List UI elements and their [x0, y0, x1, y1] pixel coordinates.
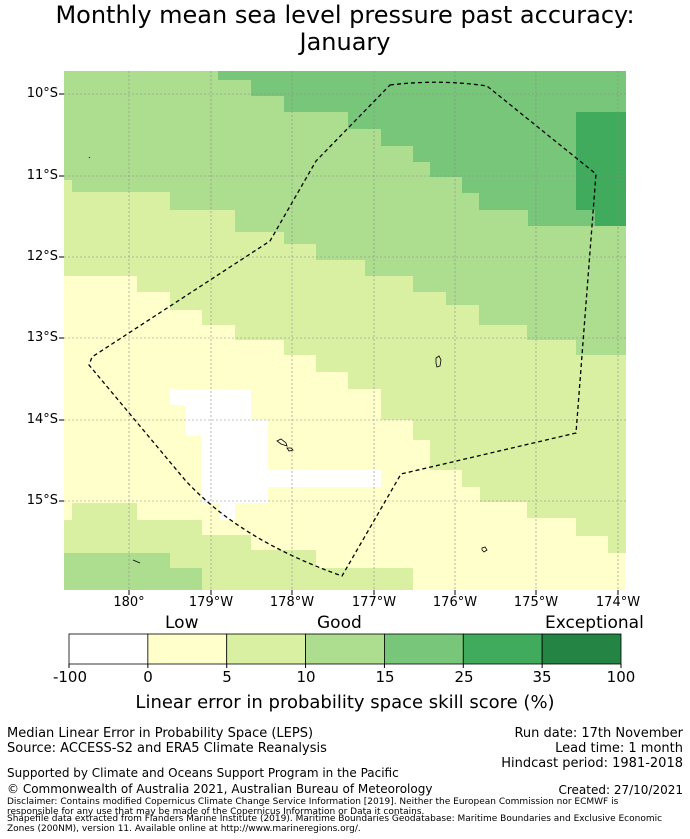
title-line-1: Monthly mean sea level pressure past acc…	[55, 1, 635, 29]
colorbar-tick: -100	[52, 668, 88, 686]
disclaimer-line-2: responsible for any use that may be made…	[7, 807, 425, 817]
colorbar-tick: 100	[606, 668, 636, 686]
region-white	[170, 389, 381, 520]
colorbar-tick: 25	[454, 668, 474, 686]
lead-time: Lead time: 1 month	[555, 741, 683, 756]
lat-label: 13°S	[26, 330, 58, 345]
lon-label: 177°W	[351, 595, 397, 610]
island-southwest	[132, 559, 141, 564]
method-text: Median Linear Error in Probability Space…	[7, 726, 314, 741]
lon-label: 176°W	[432, 595, 478, 610]
lon-label: 180°	[113, 595, 145, 610]
eez-boundary	[88, 81, 597, 577]
skill-field	[64, 71, 626, 590]
colorbar-tick: 10	[296, 668, 316, 686]
category-low: Low	[165, 613, 199, 633]
colorbar-bin	[462, 633, 543, 665]
lat-label: 10°S	[26, 86, 58, 101]
lon-label: 174°W	[595, 595, 641, 610]
region-mid	[218, 71, 626, 226]
title-line-2: January	[299, 28, 391, 56]
colorbar-bin	[147, 633, 228, 665]
island-east	[435, 355, 442, 368]
axis-ticks	[59, 93, 619, 595]
lat-label: 11°S	[26, 168, 58, 183]
region-green	[576, 112, 626, 226]
lat-label: 14°S	[26, 412, 58, 427]
colorbar-tick: 5	[222, 668, 232, 686]
colorbar	[68, 633, 622, 668]
lat-label: 15°S	[26, 493, 58, 508]
region-light-sw	[64, 553, 202, 590]
run-date: Run date: 17th November	[514, 726, 683, 741]
gridlines	[64, 71, 626, 590]
category-good: Good	[317, 613, 362, 633]
shapefile-line-2: Zones (200NM), version 11. Available onl…	[7, 824, 361, 834]
island-central	[276, 438, 294, 452]
disclaimer-line-1: Disclaimer: Contains modified Copernicus…	[7, 797, 619, 807]
source-text: Source: ACCESS-S2 and ERA5 Climate Reana…	[7, 741, 327, 756]
lat-label: 12°S	[26, 249, 58, 264]
colorbar-tick: 0	[143, 668, 153, 686]
colorbar-tick: 35	[532, 668, 552, 686]
chart-title: Monthly mean sea level pressure past acc…	[0, 2, 690, 56]
colorbar-bin	[68, 633, 149, 665]
colorbar-tick: 15	[375, 668, 395, 686]
support-text: Supported by Climate and Oceans Support …	[7, 766, 399, 780]
colorbar-label: Linear error in probability space skill …	[135, 692, 555, 713]
created-date: Created: 27/10/2021	[558, 783, 683, 797]
copyright-text: © Commonwealth of Australia 2021, Austra…	[7, 782, 433, 796]
island-southeast	[481, 546, 488, 553]
lon-label: 178°W	[269, 595, 315, 610]
lon-label: 175°W	[513, 595, 559, 610]
colorbar-bin	[384, 633, 464, 665]
lon-label: 179°W	[188, 595, 234, 610]
category-exceptional: Exceptional	[545, 613, 644, 633]
colorbar-bin	[226, 633, 306, 665]
island-northwest	[88, 156, 91, 159]
colorbar-bin	[305, 633, 385, 665]
shapefile-line-1: Shapefile data extracted from Flanders M…	[7, 814, 663, 824]
colorbar-bin	[541, 633, 622, 665]
hindcast-period: Hindcast period: 1981-2018	[501, 756, 683, 771]
region-cream	[64, 276, 626, 590]
islands	[88, 156, 488, 564]
